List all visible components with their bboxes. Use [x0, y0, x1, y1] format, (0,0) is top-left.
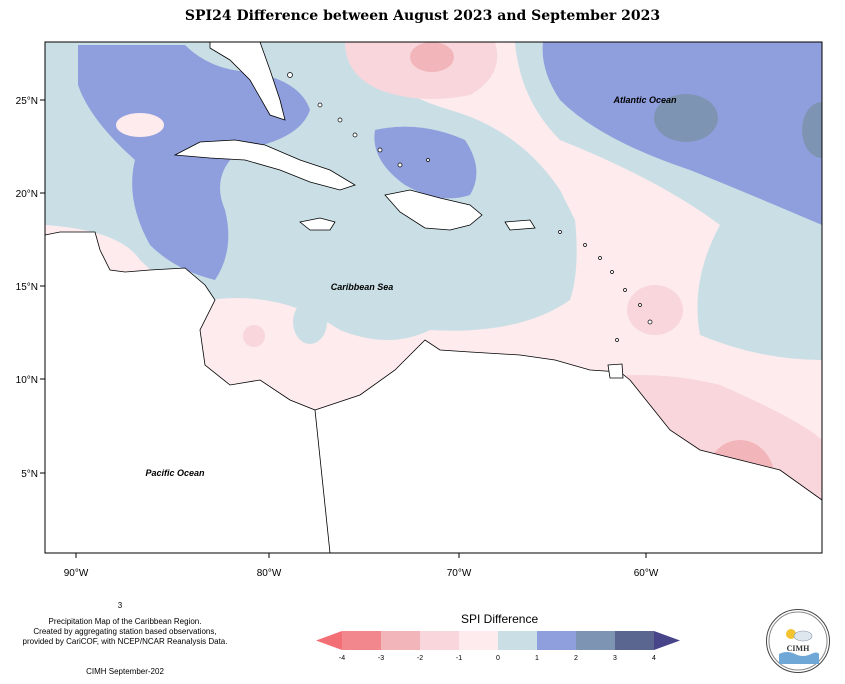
legend-tick-label: -3 — [378, 655, 384, 662]
legend-tick-label: -2 — [417, 655, 423, 662]
credit-line-2: Created by aggregating station based obs… — [33, 627, 217, 636]
y-tick-5n: 5°N — [21, 469, 38, 480]
legend-title: SPI Difference — [461, 612, 539, 626]
sun-icon — [786, 629, 796, 639]
legend-colorbar: -4 -3 -2 -1 0 1 2 3 4 — [316, 631, 680, 662]
contour-pink-spot-west — [116, 113, 164, 137]
contour-steel-edge — [802, 102, 822, 158]
legend-swatch — [459, 631, 498, 650]
x-tick-70w: 70°W — [447, 568, 472, 579]
y-tick-10n: 10°N — [16, 375, 38, 386]
legend-swatch — [381, 631, 420, 650]
cloud-icon — [793, 630, 813, 642]
credit-line-4: CIMH September-202 — [86, 667, 164, 676]
contour-light-blue-pocket — [293, 300, 327, 344]
contour-blue-northwest — [78, 45, 310, 280]
legend-tick-label: -1 — [456, 655, 462, 662]
land-south-america — [314, 339, 822, 553]
spi-field — [45, 42, 822, 553]
label-pacific-ocean: Pacific Ocean — [145, 468, 205, 478]
legend-under-arrow — [316, 631, 342, 650]
small-islands — [287, 72, 653, 342]
legend-tick-label: 1 — [535, 655, 539, 662]
land-masses — [45, 42, 822, 553]
map-title: SPI24 Difference between August 2023 and… — [184, 8, 661, 24]
legend-tick-label: 3 — [613, 655, 617, 662]
contour-blue-bahamas — [374, 126, 477, 199]
contour-pink-windward — [627, 285, 683, 335]
credit-line-3: provided by CariCOF, with NCEP/NCAR Rean… — [22, 637, 228, 646]
y-tick-15n: 15°N — [16, 282, 38, 293]
legend-swatch — [615, 631, 654, 650]
legend-swatch — [420, 631, 459, 650]
x-tick-60w: 60°W — [634, 568, 659, 579]
label-caribbean-sea: Caribbean Sea — [331, 282, 394, 292]
land-jamaica — [299, 217, 336, 231]
legend-tick-label: 0 — [496, 655, 500, 662]
contour-pink-north-core — [410, 42, 454, 72]
legend-swatch — [342, 631, 381, 650]
contour-steel-core — [654, 94, 718, 142]
label-atlantic-ocean: Atlantic Ocean — [612, 95, 677, 105]
land-florida — [209, 42, 286, 121]
cimh-logo: CIMH — [766, 609, 830, 673]
legend-swatch — [537, 631, 576, 650]
legend-tick-label: 4 — [652, 655, 656, 662]
land-hispaniola — [384, 189, 483, 231]
waves-icon — [779, 652, 819, 664]
credit-footnote: 3 — [117, 601, 123, 610]
legend-tick-label: 2 — [574, 655, 578, 662]
contour-pink-central — [243, 325, 265, 347]
land-puerto-rico — [504, 219, 536, 231]
credit-line-1: Precipitation Map of the Caribbean Regio… — [48, 617, 202, 626]
legend-tick-label: -4 — [339, 655, 345, 662]
x-tick-90w: 90°W — [64, 568, 89, 579]
map-frame — [44, 41, 823, 554]
legend-swatch — [498, 631, 537, 650]
land-cuba — [173, 139, 356, 191]
land-trinidad — [607, 363, 624, 379]
cimh-logo-graphic: CIMH — [768, 611, 828, 671]
axis-ticks — [40, 99, 647, 558]
legend-over-arrow — [654, 631, 680, 650]
legend-swatch — [576, 631, 615, 650]
y-tick-25n: 25°N — [16, 96, 38, 107]
contour-pink-north — [345, 42, 498, 99]
logo-text: CIMH — [787, 644, 810, 653]
x-tick-80w: 80°W — [257, 568, 282, 579]
y-tick-20n: 20°N — [16, 189, 38, 200]
